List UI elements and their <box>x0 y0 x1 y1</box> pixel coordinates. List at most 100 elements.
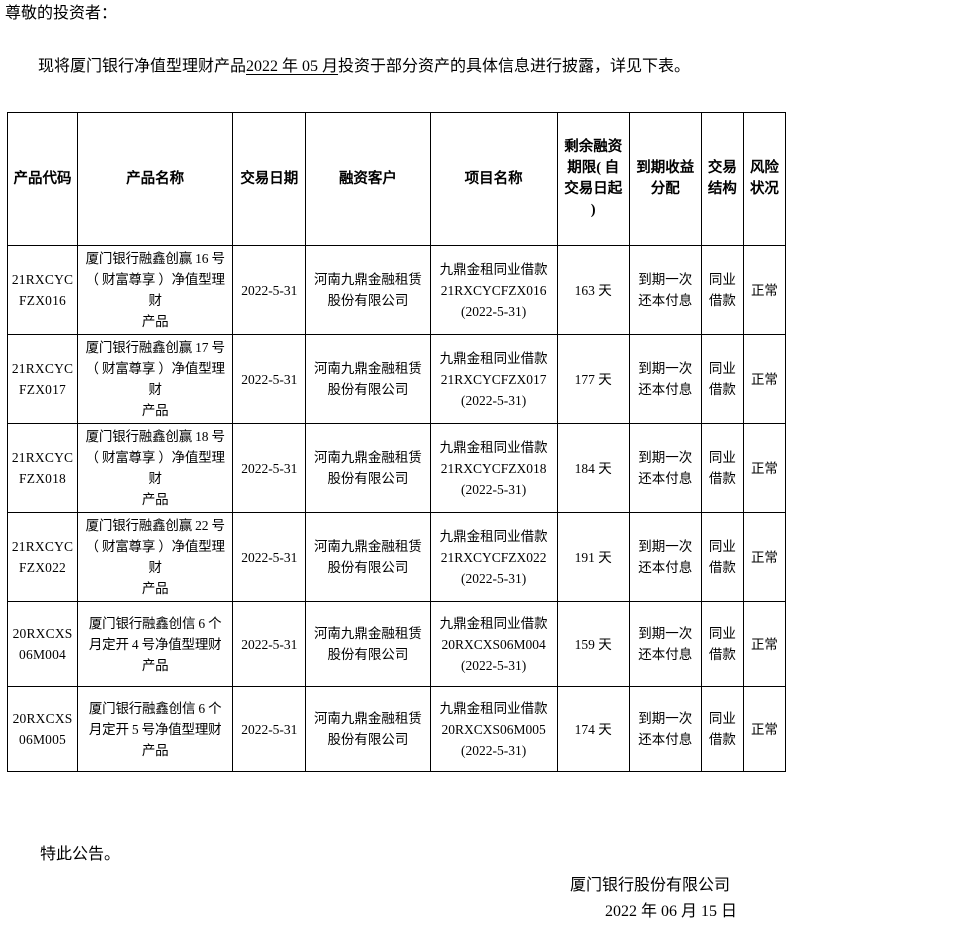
project-name-line-2: 20RXCXS06M004 <box>441 636 546 652</box>
payout-line-1: 到期一次 <box>638 539 693 554</box>
cell-product-code: 21RXCYC FZX017 <box>6 334 79 424</box>
product-name-line-2: （ 财富尊享 ）净值型理财 <box>85 539 225 575</box>
table-row: 21RXCYC FZX017 厦门银行融鑫创赢 17 号 （ 财富尊享 ）净值型… <box>6 334 787 424</box>
structure-line-1: 同业 <box>708 361 736 376</box>
cell-financing-client: 河南九鼎金融租赁 股份有限公司 <box>305 245 431 335</box>
cell-maturity-payout: 到期一次 还本付息 <box>628 245 702 335</box>
project-name-line-1: 九鼎金租同业借款 <box>439 700 548 716</box>
cell-trade-structure: 同业 借款 <box>700 512 744 602</box>
payout-line-1: 到期一次 <box>638 272 693 287</box>
cell-maturity-payout: 到期一次 还本付息 <box>628 512 702 602</box>
product-name-line-1: 厦门银行融鑫创信 6 个 <box>88 615 222 631</box>
structure-line-1: 同业 <box>708 450 736 465</box>
client-line-1: 河南九鼎金融租赁 <box>313 626 422 641</box>
cell-product-name: 厦门银行融鑫创赢 22 号 （ 财富尊享 ）净值型理财 产品 <box>77 512 234 602</box>
column-header-trade-date: 交易日期 <box>232 112 307 246</box>
product-code-line-1: 21RXCYC <box>11 539 74 554</box>
product-code-line-1: 21RXCYC <box>11 361 74 376</box>
cell-product-code: 20RXCXS 06M004 <box>6 601 79 687</box>
cell-project-name: 九鼎金租同业借款 20RXCXS06M005 (2022-5-31) <box>429 686 558 772</box>
client-line-1: 河南九鼎金融租赁 <box>313 272 422 287</box>
cell-financing-client: 河南九鼎金融租赁 股份有限公司 <box>305 512 431 602</box>
intro-text-before: 现将厦门银行净值型理财产品 <box>38 58 247 75</box>
product-name-line-1: 厦门银行融鑫创赢 22 号 <box>85 518 225 533</box>
project-name-line-1: 九鼎金租同业借款 <box>439 528 548 544</box>
table-row: 21RXCYC FZX018 厦门银行融鑫创赢 18 号 （ 财富尊享 ）净值型… <box>6 423 787 513</box>
structure-line-1: 同业 <box>708 711 736 726</box>
intro-period-underlined: 2022 年 05 月 <box>246 58 339 75</box>
cell-risk-status: 正常 <box>742 512 787 602</box>
client-line-2: 股份有限公司 <box>327 382 409 397</box>
cell-financing-client: 河南九鼎金融租赁 股份有限公司 <box>305 334 431 424</box>
payout-line-2: 还本付息 <box>638 293 693 308</box>
client-line-2: 股份有限公司 <box>327 293 409 308</box>
project-name-line-3: (2022-5-31) <box>460 742 527 758</box>
product-code-line-1: 21RXCYC <box>11 450 74 465</box>
payout-line-1: 到期一次 <box>638 711 693 726</box>
signature-date: 2022 年 06 月 15 日 <box>605 903 738 920</box>
product-name-line-3: 产品 <box>141 403 169 418</box>
cell-trade-date: 2022-5-31 <box>232 423 307 513</box>
table-row: 20RXCXS 06M004 厦门银行融鑫创信 6 个 月定开 4 号净值型理财… <box>6 601 787 687</box>
client-line-1: 河南九鼎金融租赁 <box>313 450 422 465</box>
product-name-line-1: 厦门银行融鑫创信 6 个 <box>88 700 222 716</box>
product-name-line-2: （ 财富尊享 ）净值型理财 <box>85 450 225 486</box>
product-code-line-2: FZX018 <box>19 471 67 486</box>
product-code-line-2: FZX022 <box>19 560 67 575</box>
project-name-line-3: (2022-5-31) <box>460 570 527 586</box>
cell-risk-status: 正常 <box>742 686 787 772</box>
cell-financing-client: 河南九鼎金融租赁 股份有限公司 <box>305 601 431 687</box>
cell-product-code: 21RXCYC FZX018 <box>6 423 79 513</box>
cell-maturity-payout: 到期一次 还本付息 <box>628 334 702 424</box>
product-code-line-1: 20RXCXS <box>12 711 73 726</box>
cell-project-name: 九鼎金租同业借款 21RXCYCFZX022 (2022-5-31) <box>429 512 558 602</box>
payout-line-1: 到期一次 <box>638 626 693 641</box>
payout-line-1: 到期一次 <box>638 450 693 465</box>
cell-risk-status: 正常 <box>742 245 787 335</box>
cell-product-name: 厦门银行融鑫创赢 16 号 （ 财富尊享 ）净值型理财 产品 <box>77 245 234 335</box>
product-name-line-2: 月定开 4 号净值型理财 <box>88 636 222 652</box>
column-header-project-name: 项目名称 <box>429 112 558 246</box>
cell-project-name: 九鼎金租同业借款 20RXCXS06M004 (2022-5-31) <box>429 601 558 687</box>
cell-project-name: 九鼎金租同业借款 21RXCYCFZX016 (2022-5-31) <box>429 245 558 335</box>
payout-line-2: 还本付息 <box>638 471 693 486</box>
cell-trade-structure: 同业 借款 <box>700 601 744 687</box>
project-name-line-2: 21RXCYCFZX016 <box>440 282 547 298</box>
project-name-line-1: 九鼎金租同业借款 <box>439 261 548 277</box>
structure-line-2: 借款 <box>708 732 736 747</box>
issuer-signature: 厦门银行股份有限公司 <box>570 877 731 894</box>
cell-remaining-term: 184 天 <box>556 423 630 513</box>
structure-line-1: 同业 <box>708 272 736 287</box>
cell-product-code: 21RXCYC FZX016 <box>6 245 79 335</box>
client-line-1: 河南九鼎金融租赁 <box>313 711 422 726</box>
cell-maturity-payout: 到期一次 还本付息 <box>628 423 702 513</box>
project-name-line-2: 20RXCXS06M005 <box>441 721 546 737</box>
product-name-line-3: 产品 <box>141 314 169 329</box>
cell-risk-status: 正常 <box>742 423 787 513</box>
product-name-line-2: （ 财富尊享 ）净值型理财 <box>85 272 225 308</box>
cell-product-code: 20RXCXS 06M005 <box>6 686 79 772</box>
product-name-line-2: （ 财富尊享 ）净值型理财 <box>85 361 225 397</box>
column-header-product-code: 产品代码 <box>6 112 79 246</box>
intro-text-after: 投资于部分资产的具体信息进行披露，详见下表。 <box>338 58 691 75</box>
table-row: 20RXCXS 06M005 厦门银行融鑫创信 6 个 月定开 5 号净值型理财… <box>6 686 787 772</box>
cell-product-name: 厦门银行融鑫创信 6 个 月定开 5 号净值型理财 产品 <box>77 686 234 772</box>
client-line-1: 河南九鼎金融租赁 <box>313 539 422 554</box>
cell-risk-status: 正常 <box>742 601 787 687</box>
client-line-2: 股份有限公司 <box>327 471 409 486</box>
project-name-line-2: 21RXCYCFZX018 <box>440 460 547 476</box>
table-body: 21RXCYC FZX016 厦门银行融鑫创赢 16 号 （ 财富尊享 ）净值型… <box>6 245 787 772</box>
client-line-2: 股份有限公司 <box>327 732 409 747</box>
table-header-row: 产品代码 产品名称 交易日期 融资客户 项目名称 剩余融资期限( 自交易日起 )… <box>6 112 787 246</box>
cell-product-name: 厦门银行融鑫创信 6 个 月定开 4 号净值型理财 产品 <box>77 601 234 687</box>
product-name-line-3: 产品 <box>141 581 169 596</box>
product-code-line-1: 21RXCYC <box>11 272 74 287</box>
product-name-line-2: 月定开 5 号净值型理财 <box>88 721 222 737</box>
project-name-line-1: 九鼎金租同业借款 <box>439 350 548 366</box>
cell-remaining-term: 174 天 <box>556 686 630 772</box>
cell-financing-client: 河南九鼎金融租赁 股份有限公司 <box>305 686 431 772</box>
structure-line-2: 借款 <box>708 647 736 662</box>
intro-paragraph: 现将厦门银行净值型理财产品2022 年 05 月投资于部分资产的具体信息进行披露… <box>38 55 690 79</box>
cell-project-name: 九鼎金租同业借款 21RXCYCFZX018 (2022-5-31) <box>429 423 558 513</box>
